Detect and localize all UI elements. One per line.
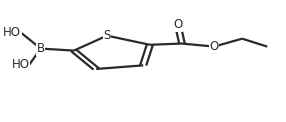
Text: HO: HO: [3, 26, 21, 39]
Text: O: O: [210, 40, 219, 53]
Text: B: B: [37, 42, 45, 55]
Text: HO: HO: [11, 58, 29, 71]
Text: S: S: [103, 29, 111, 42]
Text: O: O: [173, 18, 182, 31]
